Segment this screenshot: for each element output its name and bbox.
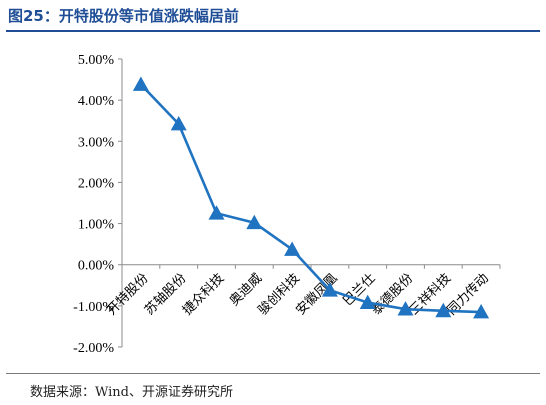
figure-title: 图25：开特股份等市值涨跌幅居前 bbox=[8, 7, 239, 25]
y-tick-label: 2.00% bbox=[78, 176, 115, 191]
data-point-marker bbox=[473, 304, 490, 319]
x-tick-label: 捷众科技 bbox=[180, 271, 227, 318]
data-point-marker bbox=[359, 294, 376, 309]
series-markers bbox=[132, 76, 490, 319]
chart-axes bbox=[118, 58, 501, 348]
series-line bbox=[139, 83, 482, 314]
source-divider bbox=[6, 373, 540, 374]
data-point-marker bbox=[246, 214, 263, 230]
series-polyline bbox=[139, 83, 482, 314]
y-tick-labels: 5.00% 4.00% 3.00% 2.00% 1.00% 0.00% -1.00% -2.0… bbox=[73, 53, 114, 356]
data-point-marker bbox=[208, 205, 225, 220]
y-tick-label: 0.00% bbox=[78, 259, 115, 274]
y-tick-label: 3.00% bbox=[78, 135, 115, 150]
y-tick-label: 5.00% bbox=[78, 53, 115, 68]
y-tick-label: 4.00% bbox=[78, 94, 115, 109]
y-tick-label: -2.00% bbox=[73, 341, 114, 356]
data-point-marker bbox=[284, 241, 301, 256]
y-tick-label: 1.00% bbox=[78, 218, 115, 233]
data-point-marker bbox=[170, 116, 187, 131]
data-point-marker bbox=[321, 282, 338, 297]
data-point-marker bbox=[132, 76, 149, 91]
source-note: 数据来源：Wind、开源证券研究所 bbox=[30, 385, 233, 400]
data-point-marker bbox=[397, 301, 414, 316]
data-point-marker bbox=[435, 302, 452, 318]
title-divider bbox=[6, 30, 540, 32]
y-tick-label: -1.00% bbox=[73, 300, 114, 315]
